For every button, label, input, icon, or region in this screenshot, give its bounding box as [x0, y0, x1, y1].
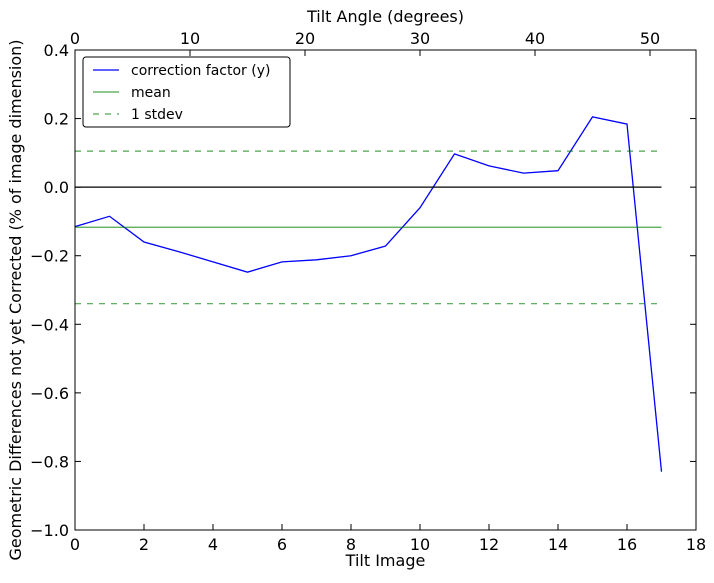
x-tick-label: 16 — [617, 535, 637, 554]
series-lines — [74, 116, 663, 472]
x-axis-label: Tilt Image — [345, 551, 426, 570]
y-tick-label: −0.2 — [30, 247, 69, 266]
axis-ticks: 0 2 4 6 8 10 12 14 16 18 0 10 20 30 40 50 −1.0 −0.8 −0.6 −0… — [30, 29, 706, 554]
x-tick-label: 12 — [479, 535, 499, 554]
plot-frame — [74, 49, 697, 531]
y-tick-label: −0.4 — [30, 315, 69, 334]
legend-box — [82, 56, 291, 128]
legend-label: 1 stdev — [131, 107, 183, 123]
y-axis-label: Geometric Differences not yet Corrected … — [6, 39, 25, 560]
x-tick-label: 4 — [208, 535, 218, 554]
top-x-tick-label: 30 — [410, 29, 430, 48]
x-tick-label: 6 — [277, 535, 287, 554]
x-tick-label: 10 — [410, 535, 430, 554]
y-tick-label: 0.0 — [44, 178, 69, 197]
x-tick-label: 0 — [70, 535, 80, 554]
x-tick-label: 2 — [139, 535, 149, 554]
top-x-tick-label: 0 — [70, 29, 80, 48]
x-tick-label: 8 — [346, 535, 356, 554]
x-tick-label: 18 — [686, 535, 706, 554]
top-x-tick-label: 10 — [180, 29, 200, 48]
x-tick-label: 14 — [548, 535, 568, 554]
legend: correction factor (y) mean 1 stdev — [82, 56, 291, 128]
top-x-tick-label: 40 — [525, 29, 545, 48]
top-x-tick-label: 50 — [640, 29, 660, 48]
top-x-tick-label: 20 — [295, 29, 315, 48]
series-line-correction-factor-y- — [74, 116, 663, 472]
top-x-axis-label: Tilt Angle (degrees) — [306, 7, 464, 26]
legend-label: correction factor (y) — [131, 63, 270, 79]
y-tick-label: −0.6 — [30, 384, 69, 403]
y-tick-label: −0.8 — [30, 452, 69, 471]
y-tick-label: −1.0 — [30, 521, 69, 540]
legend-label: mean — [131, 85, 171, 101]
y-tick-label: 0.2 — [44, 110, 69, 129]
y-tick-label: 0.4 — [44, 41, 69, 60]
